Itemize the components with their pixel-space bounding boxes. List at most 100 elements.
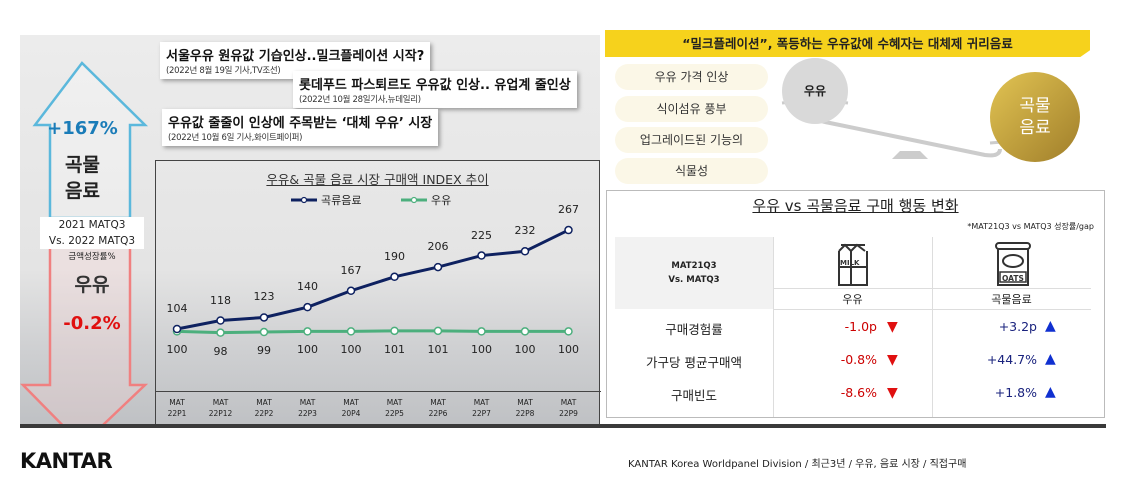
data-point [216,316,225,325]
table-row: 가구당 평균구매액 -0.8% ▼ +44.7% ▲ [607,346,1104,376]
milk-value: -8.6% [840,385,877,400]
x-tick-line: MAT [560,398,577,407]
divider-rule [20,424,1106,428]
data-label: 101 [384,342,405,356]
x-tick-line: 22P12 [208,409,233,418]
data-label: 100 [297,343,318,357]
x-tick-line: 22P5 [385,409,404,418]
data-label: 267 [558,203,579,217]
data-point [303,302,312,312]
data-label: 100 [340,343,362,357]
data-point [564,225,573,235]
data-point [390,326,399,336]
table-row: 구매빈도 -8.6% ▼ +1.8% ▲ [607,379,1104,409]
row-label: 구매빈도 [670,388,717,403]
milk-label: 우유 [74,274,110,296]
plot-area [172,196,573,337]
x-tick-line: 20P4 [341,409,361,418]
legend-marker [300,196,308,204]
table-title: 우유 vs 곡물음료 구매 행동 변화 [752,197,959,215]
x-tick-label: MAT 22P7 [462,397,502,419]
headline-title: 서울우유 원유값 기습인상..밀크플레이션 시작? [166,49,425,64]
x-tick-label: MAT 22P5 [375,397,415,419]
data-point [259,327,269,337]
data-point [477,327,486,336]
grain-value: +1.8% [994,385,1037,400]
period-label: 2021 MATQ3 Vs. 2022 MATQ3 [40,217,144,249]
grain-label: 곡물 음료 [40,152,125,204]
x-tick-line: 22P2 [254,409,274,418]
headline-source: (2022년 10월 6일 기사,화이트페이퍼) [168,133,303,143]
kantar-logo: KANTAR [20,449,113,473]
x-tick-line: 22P7 [472,409,491,418]
data-label: 140 [297,280,318,294]
feature-pill: 업그레이드된 기능의 [615,127,768,153]
headline-source: (2022년 10월 28일기사,뉴데일리) [299,95,421,105]
data-point [433,326,443,336]
x-tick-line: MAT [299,398,316,407]
milk-scale-ball: 우유 [782,58,848,124]
grain-scale-ball: 곡물 음료 [990,72,1080,162]
x-tick-line: MAT [343,398,359,407]
data-label: 232 [514,224,536,238]
x-tick-label: MAT 22P1 [157,397,197,419]
row-label: 구매경험률 [665,322,723,337]
table-corner-header: MAT21Q3 Vs. MATQ3 [615,237,773,309]
up-triangle-icon: ▲ [1045,318,1056,334]
period-line: 2021 MATQ3 [58,219,126,231]
data-point [520,327,530,336]
down-triangle-icon: ▼ [887,319,898,335]
footer-source: KANTAR Korea Worldpanel Division / 최근3년 … [628,459,967,470]
headline-title: 롯데푸드 파스퇴르도 우유값 인상.. 유업계 줄인상 [299,78,571,93]
x-tick-line: MAT [212,398,229,407]
behavior-table: 우유 vs 곡물음료 구매 행동 변화 *MAT21Q3 vs MATQ3 성장… [606,190,1105,418]
column-header-milk: 우유 [842,293,863,306]
table-row: 구매경험률 -1.0p ▼ +3.2p ▲ [607,313,1104,343]
data-label: 190 [384,249,405,263]
data-point [564,327,573,336]
data-label: 98 [213,344,228,358]
data-point [303,327,312,336]
x-tick-label: MAT 20P4 [331,397,371,419]
x-tick-line: MAT [517,398,533,407]
table-note: *MAT21Q3 vs MATQ3 성장률/gap [967,222,1094,231]
data-point [520,247,530,256]
x-tick-label: MAT 22P8 [505,397,545,419]
data-label: 104 [166,302,188,315]
column-header-grain: 곡물음료 [991,293,1032,306]
x-tick-line: 22P8 [515,409,535,418]
data-label: 100 [558,343,579,357]
data-label: 99 [257,344,271,358]
grain-ball-line: 곡물 [1019,96,1051,116]
news-headline: 우유값 줄줄이 인상에 주목받는 ‘대체 우유’ 시장 (2022년 10월 6일… [162,109,439,146]
up-triangle-icon: ▲ [1045,384,1056,400]
series-line [176,228,570,331]
x-tick-line: 22P6 [428,409,448,418]
grain-ball-line: 음료 [1019,118,1051,138]
headline-title: 우유값 줄줄이 인상에 주목받는 ‘대체 우유’ 시장 [168,116,433,131]
feature-pill: 식물성 [615,158,768,184]
grain-growth-value: +167% [47,118,118,139]
data-label: 100 [514,343,536,357]
up-triangle-icon: ▲ [1045,351,1056,367]
period-line: Vs. 2022 MATQ3 [48,235,136,247]
chart-title: 우유& 곡물 음료 시장 구매액 INDEX 추이 [266,172,489,187]
data-label: 206 [427,240,449,254]
svg-text:OATS: OATS [1002,274,1024,283]
data-label: 123 [253,290,275,304]
headline-banner: “밀크플레이션”, 폭등하는 우유값에 수혜자는 대체제 귀리음료 [605,30,1090,57]
data-label: 100 [166,343,188,357]
grain-value: +3.2p [998,319,1037,334]
data-point [216,328,225,337]
grain-label-line: 곡물 [65,154,100,176]
x-tick-label: MAT 22P2 [244,397,284,419]
feature-pill: 식이섬유 풍부 [615,96,768,122]
corner-line: Vs. MATQ3 [668,275,720,285]
corner-line: MAT21Q3 [671,261,717,271]
x-tick-line: MAT [430,398,446,407]
feature-pill: 우유 가격 인상 [615,64,768,90]
metric-label: 금액성장률% [68,252,116,262]
legend-label: 우유 [431,194,452,207]
milk-growth-value: -0.2% [63,313,121,334]
down-triangle-icon: ▼ [887,352,898,368]
